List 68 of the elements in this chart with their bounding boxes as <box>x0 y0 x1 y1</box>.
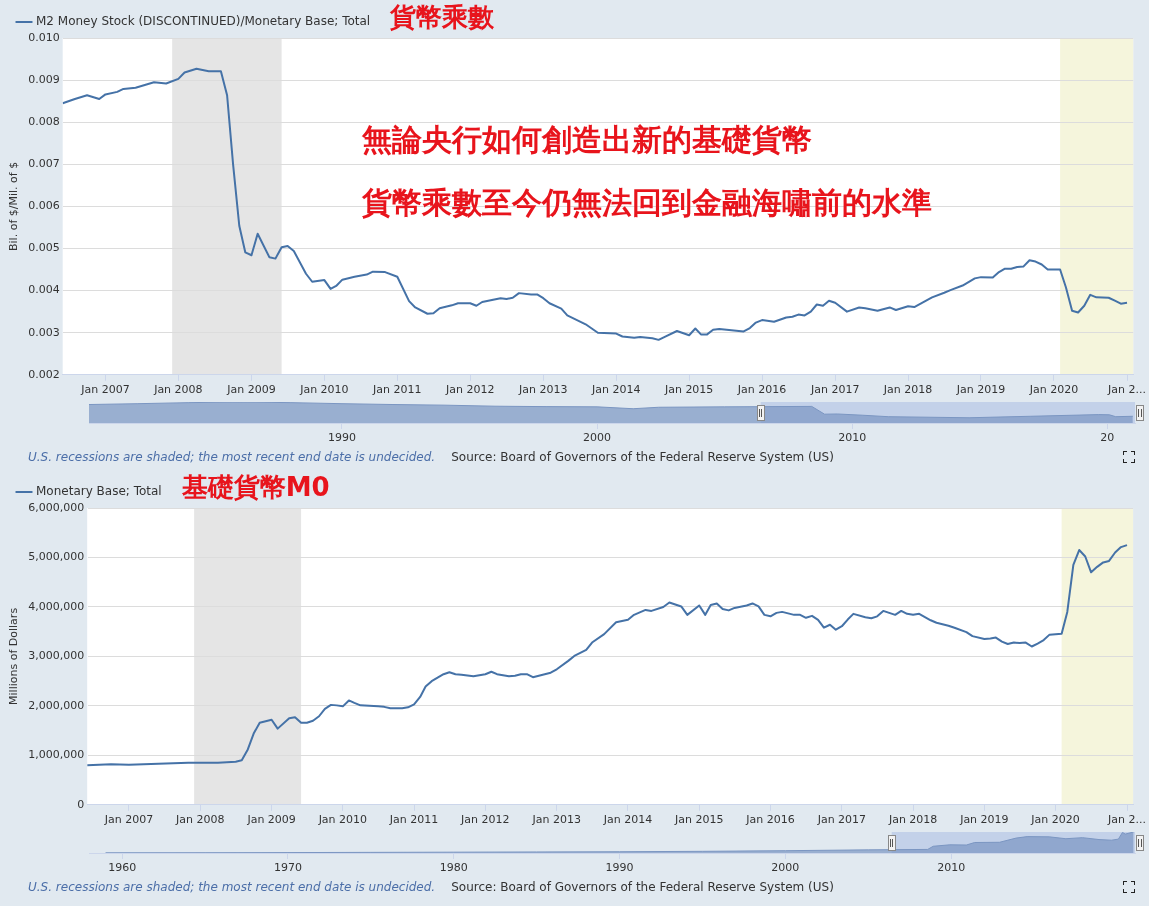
x-tick-label: 2010 <box>937 861 966 875</box>
y-tick-label: 0.009 <box>28 72 60 86</box>
x-tick-label: Jan 2013 <box>518 383 568 397</box>
x-tick-label: Jan 2019 <box>955 383 1006 397</box>
x-tick-label: Jan 2010 <box>299 383 349 397</box>
x-tick-label: Jan 2020 <box>1030 813 1080 827</box>
x-tick-label: Jan 2008 <box>174 813 225 827</box>
x-tick-label: Jan 2014 <box>591 383 641 397</box>
x-tick-label: Jan 2014 <box>602 813 653 827</box>
y-tick-label: 5,000,000 <box>28 550 85 564</box>
y-tick-label: 0.005 <box>28 241 60 255</box>
source-note: Source: Board of Governors of the Federal Reserve System (US) <box>451 450 834 464</box>
y-tick-label: 0.006 <box>28 199 60 213</box>
x-tick-label: 1980 <box>439 861 468 875</box>
x-tick-label: Jan 2008 <box>153 383 203 397</box>
x-tick-label: 1970 <box>273 861 302 875</box>
text: U.S. recessions are shaded; the most recent end date is undecided. <box>28 880 436 894</box>
x-tick-label: Jan 2017 <box>816 813 867 827</box>
x-tick-label: Jan 2015 <box>673 813 724 827</box>
y-axis-title: Bil. of $/Mil. of $ <box>7 161 21 251</box>
y-tick-label: 0.010 <box>28 30 60 44</box>
x-tick-label: Jan 2012 <box>460 813 510 827</box>
x-tick-label: 2000 <box>583 431 612 445</box>
x-tick-label: Jan 2018 <box>887 813 938 827</box>
annotation: 貨幣乘數至今仍無法回到金融海嘯前的水準 <box>361 184 933 220</box>
x-tick-label: Jan 2013 <box>531 813 581 827</box>
y-tick-label: 0.007 <box>28 157 60 171</box>
source-note: Source: Board of Governors of the Federal Reserve System (US) <box>451 880 834 894</box>
y-tick-label: 6,000,000 <box>28 500 85 514</box>
legend-label: Monetary Base; Total <box>36 484 162 499</box>
x-tick-label: Jan 2020 <box>1028 383 1079 397</box>
x-tick-label: Jan 2010 <box>317 813 368 827</box>
y-tick-label: 4,000,000 <box>28 599 85 613</box>
x-tick-label: 2010 <box>838 431 867 445</box>
text: U.S. recessions are shaded; the most recent end date is undecided. <box>28 450 436 464</box>
y-tick-label: 0.002 <box>28 367 60 381</box>
x-tick-label: Jan 2009 <box>246 813 296 827</box>
y-tick-label: 2,000,000 <box>28 698 85 712</box>
x-tick-label: Jan 2019 <box>959 813 1009 827</box>
x-tick-label: Jan 2015 <box>663 383 714 397</box>
legend-label: M2 Money Stock (DISCONTINUED)/Monetary Base; Total <box>36 14 371 29</box>
x-tick-label: Jan 2017 <box>809 383 860 397</box>
x-tick-label: Jan 2011 <box>372 383 422 397</box>
x-tick-label: Jan 2007 <box>80 383 130 397</box>
y-tick-label: 1,000,000 <box>28 748 85 762</box>
x-tick-label: Jan 2018 <box>882 383 933 397</box>
x-tick-label: 1990 <box>327 431 356 445</box>
x-tick-label: Jan 2009 <box>226 383 276 397</box>
x-tick-label: Jan 2... <box>1107 383 1146 397</box>
annotation: 無論央行如何創造出新的基礎貨幣 <box>361 122 813 158</box>
x-tick-label: 20 <box>1100 431 1115 445</box>
x-tick-label: Jan 2016 <box>736 383 787 397</box>
x-tick-label: 2000 <box>771 861 800 875</box>
chart-title: 基礎貨幣M0 <box>181 471 330 504</box>
x-tick-label: Jan 2016 <box>745 813 795 827</box>
y-tick-label: 3,000,000 <box>28 649 85 663</box>
y-tick-label: 0.008 <box>28 115 60 129</box>
x-tick-label: Jan 2011 <box>388 813 439 827</box>
x-tick-label: 1990 <box>605 861 634 875</box>
y-axis-title: Millions of Dollars <box>7 607 21 705</box>
x-tick-label: Jan 2007 <box>103 813 154 827</box>
chart-title: 貨幣乘數 <box>390 1 495 34</box>
x-tick-label: 1960 <box>108 861 137 875</box>
y-tick-label: 0.003 <box>28 325 60 339</box>
x-tick-label: Jan 2... <box>1107 813 1146 827</box>
x-tick-label: Jan 2012 <box>444 383 495 397</box>
y-tick-label: 0 <box>77 797 85 811</box>
y-tick-label: 0.004 <box>28 283 60 297</box>
